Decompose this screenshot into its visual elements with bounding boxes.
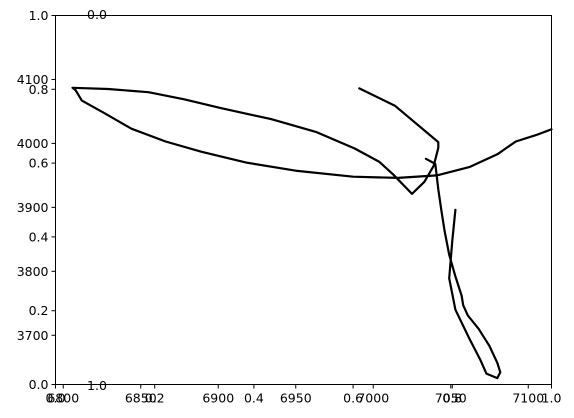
series-line-2: [424, 157, 502, 380]
overlay-x-tick-label: 0.4: [244, 391, 264, 406]
main-x-tick-label: 6950: [280, 391, 312, 406]
stray-bottom-label: 1.0: [87, 378, 107, 393]
overlay-x-tick-label: 0.2: [145, 391, 165, 406]
overlay-x-tick-label: 0.6: [343, 391, 363, 406]
overlay-x-tick-label: 0.0: [46, 391, 66, 406]
main-x-tick-label: 6900: [202, 391, 234, 406]
main-x-tick-label: 6850: [125, 391, 157, 406]
overlay-y-tick-label: 0.8: [29, 82, 49, 97]
stray-top-label: 0.0: [87, 7, 107, 22]
series-layer: [71, 86, 553, 380]
main-y-tick-label: 3900: [17, 200, 49, 215]
main-y-tick-label: 3700: [17, 328, 49, 343]
main-x-tick-label: 6800: [47, 391, 79, 406]
overlay-y-tick-label: 1.0: [29, 8, 49, 23]
overlay-x-tick-label: 0.8: [442, 391, 462, 406]
main-x-tick-label: 7050: [435, 391, 467, 406]
main-x-tick-label: 7000: [357, 391, 389, 406]
main-y-tick-label: 3800: [17, 264, 49, 279]
main-y-tick-label: 4100: [17, 72, 49, 87]
overlay-y-tick-label: 0.6: [29, 156, 49, 171]
overlay-y-tick-label: 0.0: [29, 377, 49, 392]
ticks-layer: 0.0 0.2 0.4 0.6 0.8 1.0 0.0 0.2 0.4 0.6 0.8 1.0 6800…: [17, 8, 562, 406]
series-line-1: [71, 86, 553, 195]
main-x-tick-label: 7100: [512, 391, 544, 406]
overlay-y-tick-label: 0.4: [29, 229, 49, 244]
main-y-tick-label: 4000: [17, 136, 49, 151]
plot-frame: [55, 15, 552, 385]
overlay-x-tick-label: 1.0: [542, 391, 562, 406]
overlay-y-tick-label: 0.2: [29, 303, 49, 318]
